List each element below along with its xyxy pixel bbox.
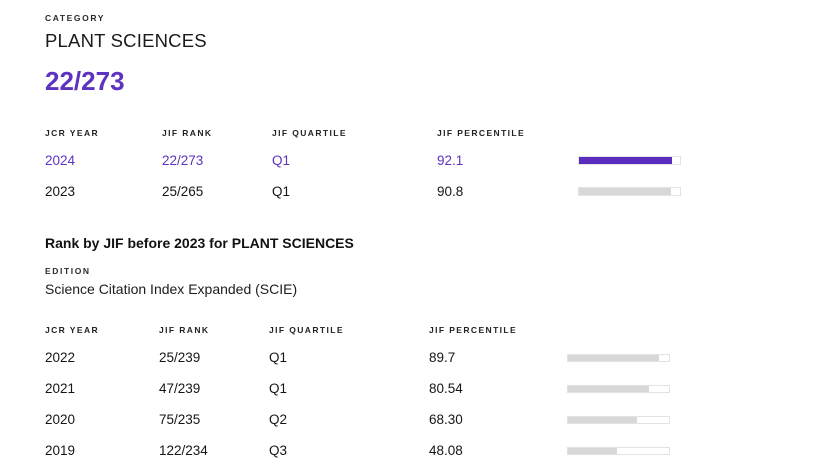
col-header-jif-rank: JIF RANK bbox=[159, 325, 210, 335]
col-header-jcr-year: JCR YEAR bbox=[45, 325, 100, 335]
percentile-bar bbox=[567, 404, 671, 435]
percentile-bar-fill bbox=[568, 416, 637, 423]
history-section-title: Rank by JIF before 2023 for PLANT SCIENC… bbox=[45, 235, 354, 251]
col-header-jif-percentile: JIF PERCENTILE bbox=[437, 128, 526, 138]
col-header-bar-spacer bbox=[578, 127, 681, 128]
jif-percentile-cell: 48.08 bbox=[429, 443, 463, 458]
col-header-jcr-year: JCR YEAR bbox=[45, 128, 100, 138]
percentile-bar bbox=[567, 373, 671, 404]
jif-quartile-cell: Q3 bbox=[269, 443, 288, 458]
category-label: CATEGORY bbox=[45, 13, 106, 23]
jcr-year-cell: 2021 bbox=[45, 381, 76, 396]
col-header-jif-quartile: JIF QUARTILE bbox=[272, 128, 347, 138]
percentile-bar-track bbox=[567, 446, 670, 455]
percentile-bar bbox=[578, 145, 681, 176]
jcr-year-cell: 2022 bbox=[45, 350, 76, 365]
percentile-bar-track bbox=[567, 415, 670, 424]
percentile-bar bbox=[567, 435, 671, 466]
jif-rank-cell: 22/273 bbox=[162, 153, 204, 168]
percentile-bar bbox=[578, 176, 681, 207]
col-header-bar-spacer bbox=[567, 324, 671, 325]
jif-quartile-cell: Q1 bbox=[272, 184, 291, 199]
percentile-bar-track bbox=[578, 156, 681, 165]
jif-percentile-cell: 89.7 bbox=[429, 350, 456, 365]
jif-quartile-cell: Q2 bbox=[269, 412, 288, 427]
jif-rank-cell: 25/239 bbox=[159, 350, 201, 365]
percentile-bar-fill bbox=[568, 447, 617, 454]
edition-label: EDITION bbox=[45, 266, 91, 276]
jif-quartile-cell: Q1 bbox=[272, 153, 291, 168]
percentile-bar bbox=[567, 342, 671, 373]
jif-rank-cell: 122/234 bbox=[159, 443, 208, 458]
percentile-bar-fill bbox=[579, 157, 673, 164]
jcr-year-cell: 2019 bbox=[45, 443, 76, 458]
jcr-year-cell: 2023 bbox=[45, 184, 76, 199]
col-header-jif-percentile: JIF PERCENTILE bbox=[429, 325, 518, 335]
jcr-year-cell: 2024 bbox=[45, 153, 76, 168]
col-header-jif-rank: JIF RANK bbox=[162, 128, 213, 138]
jif-rank-cell: 25/265 bbox=[162, 184, 204, 199]
jif-quartile-cell: Q1 bbox=[269, 350, 288, 365]
jif-quartile-cell: Q1 bbox=[269, 381, 288, 396]
jcr-year-cell: 2020 bbox=[45, 412, 76, 427]
percentile-bar-track bbox=[578, 187, 681, 196]
current-jif-rank-table: JCR YEAR JIF RANK JIF QUARTILE JIF PERCE… bbox=[45, 127, 827, 207]
jif-percentile-cell: 92.1 bbox=[437, 153, 464, 168]
edition-value: Science Citation Index Expanded (SCIE) bbox=[45, 281, 298, 297]
history-jif-rank-table: JCR YEAR JIF RANK JIF QUARTILE JIF PERCE… bbox=[45, 324, 827, 466]
jif-percentile-cell: 80.54 bbox=[429, 381, 463, 396]
percentile-bar-fill bbox=[568, 354, 659, 361]
category-title: PLANT SCIENCES bbox=[45, 30, 207, 51]
jif-rank-cell: 47/239 bbox=[159, 381, 201, 396]
percentile-bar-track bbox=[567, 353, 670, 362]
jif-percentile-cell: 68.30 bbox=[429, 412, 463, 427]
current-rank-value: 22/273 bbox=[45, 66, 125, 96]
percentile-bar-track bbox=[567, 384, 670, 393]
percentile-bar-fill bbox=[579, 188, 671, 195]
percentile-bar-fill bbox=[568, 385, 650, 392]
jif-rank-cell: 75/235 bbox=[159, 412, 201, 427]
jif-percentile-cell: 90.8 bbox=[437, 184, 464, 199]
col-header-jif-quartile: JIF QUARTILE bbox=[269, 325, 344, 335]
